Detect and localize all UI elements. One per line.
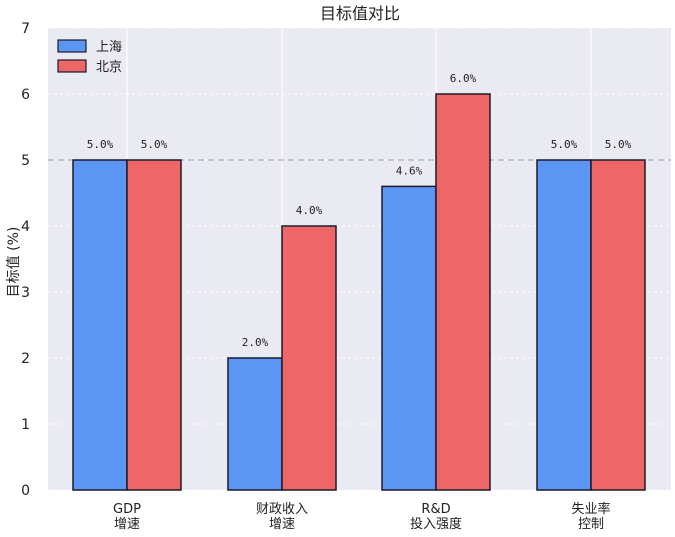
x-tick-label: 失业率控制: [571, 501, 610, 532]
y-tick-label: 5: [21, 153, 30, 169]
y-axis-label: 目标值 (%): [6, 227, 22, 298]
y-tick-label: 2: [21, 351, 30, 367]
data-label: 5.0%: [87, 138, 114, 151]
x-tick-label: 财政收入增速: [256, 502, 308, 532]
data-label: 5.0%: [605, 138, 632, 151]
bars-group: [72, 93, 646, 491]
legend-label: 北京: [96, 60, 122, 75]
bar-beijing: [281, 225, 337, 491]
legend-label: 上海: [96, 40, 122, 55]
data-label: 4.0%: [296, 204, 323, 217]
data-label: 4.6%: [396, 164, 423, 177]
data-label: 2.0%: [242, 336, 269, 349]
bar-shanghai: [536, 159, 592, 491]
y-tick-label: 6: [21, 87, 30, 103]
x-axis-ticks: GDP 增速 财政收入增速 R&D 投入强度 失业率控制: [113, 501, 610, 532]
y-tick-label: 4: [21, 219, 30, 235]
bar-beijing: [435, 93, 491, 491]
bar-shanghai: [72, 159, 128, 491]
data-label: 6.0%: [450, 72, 477, 85]
legend-swatch-shanghai: [57, 39, 87, 53]
legend-swatch-beijing: [57, 59, 87, 73]
y-tick-label: 0: [21, 483, 30, 499]
bar-shanghai: [381, 185, 437, 491]
y-tick-label: 1: [21, 417, 30, 433]
y-tick-label: 3: [21, 285, 30, 301]
x-tick-label: GDP 增速: [113, 502, 141, 532]
bar-beijing: [590, 159, 646, 491]
bar-shanghai: [227, 357, 283, 491]
data-labels-group: 5.0% 2.0% 4.6% 5.0% 5.0% 4.0% 6.0% 5.0%: [87, 72, 632, 349]
x-tick-label: R&D 投入强度: [410, 502, 462, 532]
data-label: 5.0%: [551, 138, 578, 151]
y-axis-ticks: 0 1 2 3 4 5 6 7: [21, 21, 30, 499]
y-tick-label: 7: [21, 21, 30, 37]
chart-title: 目标值对比: [320, 4, 400, 23]
data-label: 5.0%: [141, 138, 168, 151]
bar-beijing: [126, 159, 182, 491]
